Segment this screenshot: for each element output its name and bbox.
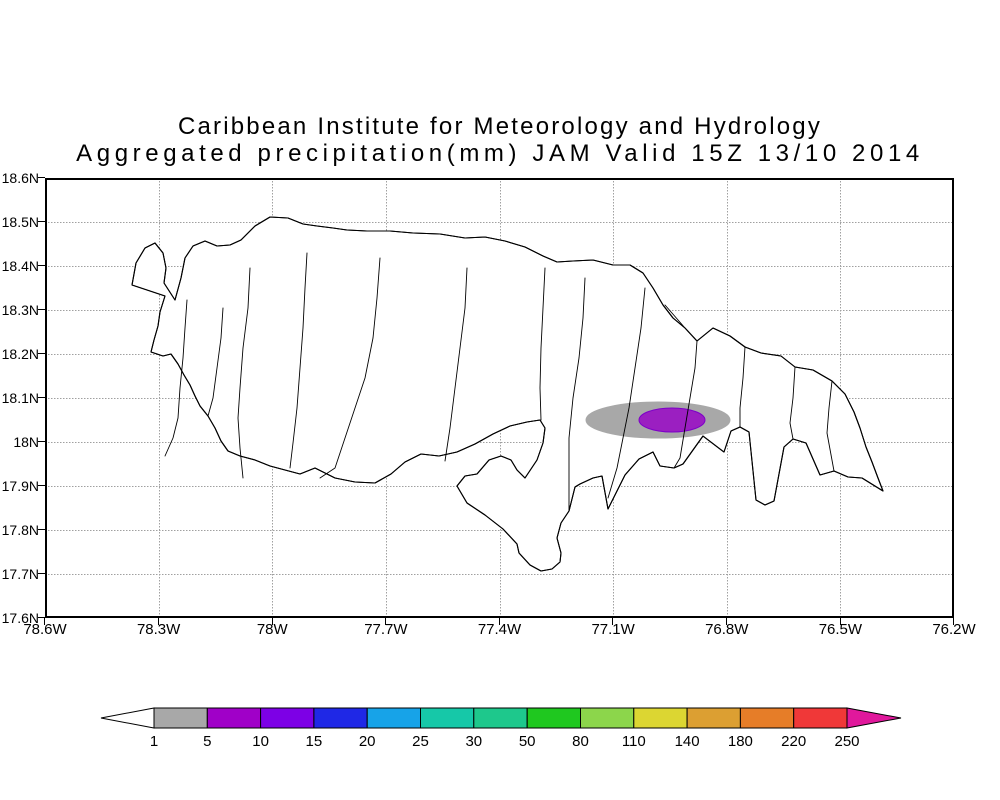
svg-text:180: 180: [728, 733, 753, 750]
svg-text:110: 110: [622, 733, 646, 750]
svg-text:1: 1: [150, 733, 158, 750]
svg-text:15: 15: [306, 733, 323, 750]
svg-text:5: 5: [203, 733, 211, 750]
svg-text:140: 140: [675, 733, 700, 750]
svg-text:30: 30: [465, 733, 482, 750]
svg-text:250: 250: [834, 733, 859, 750]
svg-text:80: 80: [572, 733, 589, 750]
svg-text:20: 20: [359, 733, 376, 750]
svg-text:50: 50: [519, 733, 536, 750]
svg-text:10: 10: [252, 733, 269, 750]
svg-text:25: 25: [412, 733, 429, 750]
svg-text:220: 220: [781, 733, 806, 750]
